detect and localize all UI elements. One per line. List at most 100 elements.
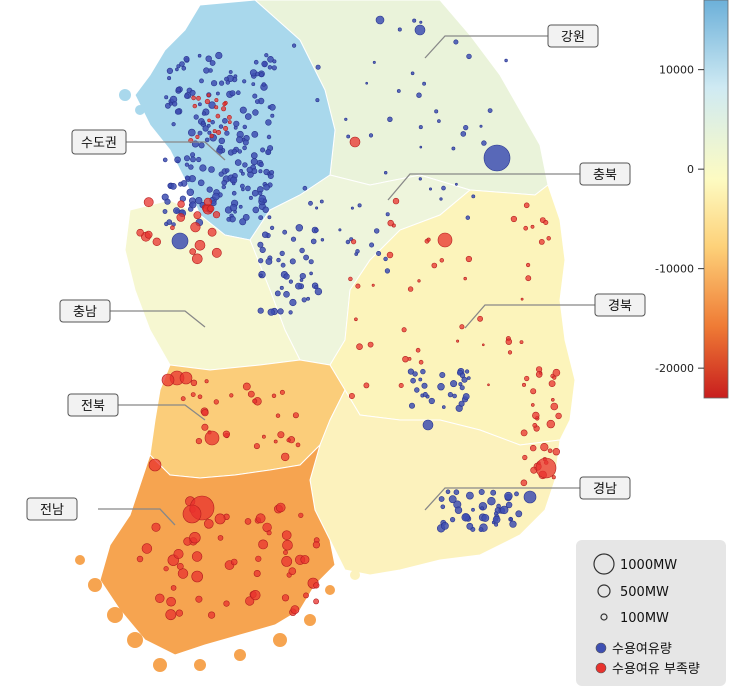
deficit-marker xyxy=(386,251,394,259)
deficit-marker xyxy=(189,248,196,255)
surplus-marker xyxy=(252,206,260,214)
deficit-marker xyxy=(273,439,278,444)
label-chungbuk-text: 충북 xyxy=(593,168,617,183)
surplus-marker xyxy=(481,140,487,146)
surplus-marker xyxy=(202,125,209,132)
deficit-marker xyxy=(177,568,189,579)
surplus-marker xyxy=(460,131,467,137)
deficit-marker xyxy=(201,409,209,417)
surplus-marker xyxy=(441,185,446,191)
surplus-marker xyxy=(229,203,238,212)
surplus-marker xyxy=(197,53,202,58)
deficit-marker xyxy=(282,539,293,551)
surplus-marker xyxy=(421,382,428,389)
legend-size-500-icon xyxy=(597,584,611,598)
surplus-marker xyxy=(204,137,210,143)
surplus-marker xyxy=(509,517,514,522)
label-chungnam: 충남 xyxy=(59,299,111,323)
surplus-marker xyxy=(487,108,493,113)
surplus-marker xyxy=(319,199,324,204)
legend-size-1000-icon xyxy=(593,553,615,575)
deficit-marker xyxy=(195,595,203,603)
surplus-marker xyxy=(419,145,423,149)
island xyxy=(127,632,143,648)
surplus-marker xyxy=(463,124,469,131)
surplus-marker xyxy=(450,516,456,523)
colorbar-gradient xyxy=(703,0,729,399)
surplus-marker xyxy=(258,169,263,174)
legend-deficit-icon xyxy=(595,662,607,674)
surplus-marker xyxy=(428,397,435,405)
surplus-marker xyxy=(397,27,402,32)
surplus-marker xyxy=(306,296,311,301)
legend-deficit-label: 수용여유 부족량 xyxy=(612,662,700,677)
deficit-marker xyxy=(520,297,524,301)
deficit-marker xyxy=(547,448,553,454)
deficit-marker xyxy=(244,518,252,525)
surplus-marker xyxy=(242,124,248,130)
surplus-marker xyxy=(355,249,360,254)
deficit-marker xyxy=(191,95,196,101)
deficit-marker xyxy=(401,327,407,333)
deficit-marker xyxy=(226,115,232,120)
surplus-marker xyxy=(315,206,319,210)
deficit-marker xyxy=(223,600,230,607)
deficit-marker xyxy=(215,113,221,119)
surplus-marker xyxy=(420,368,426,375)
surplus-marker xyxy=(193,114,199,120)
deficit-marker xyxy=(211,247,222,258)
surplus-marker xyxy=(445,489,451,495)
leader-line-jeonnam xyxy=(98,508,176,526)
surplus-marker xyxy=(315,64,321,70)
surplus-marker xyxy=(314,287,323,296)
surplus-marker xyxy=(269,170,275,175)
surplus-marker xyxy=(365,81,369,85)
surplus-marker xyxy=(257,307,264,314)
surplus-marker xyxy=(233,74,238,79)
surplus-marker xyxy=(412,371,418,377)
deficit-marker xyxy=(242,382,251,391)
surplus-marker xyxy=(267,215,272,220)
label-chungbuk: 충북 xyxy=(579,162,631,186)
surplus-marker xyxy=(277,308,284,315)
label-jeonnam-text: 전남 xyxy=(40,503,64,518)
surplus-marker xyxy=(245,185,251,192)
surplus-marker xyxy=(471,507,475,512)
surplus-marker xyxy=(197,179,205,187)
deficit-marker xyxy=(437,232,453,248)
surplus-marker xyxy=(176,64,181,69)
surplus-marker xyxy=(384,268,391,274)
deficit-marker xyxy=(535,457,557,479)
surplus-marker xyxy=(240,171,245,176)
deficit-marker xyxy=(524,375,530,382)
deficit-marker xyxy=(463,276,467,281)
label-gyeongbuk: 경북 xyxy=(594,293,646,317)
surplus-marker xyxy=(279,285,284,290)
deficit-marker xyxy=(459,324,465,330)
surplus-marker xyxy=(224,168,230,173)
deficit-marker xyxy=(283,550,288,555)
surplus-marker xyxy=(410,71,415,76)
deficit-marker xyxy=(552,375,557,380)
deficit-marker xyxy=(481,343,485,347)
deficit-marker xyxy=(431,262,438,269)
surplus-marker xyxy=(234,159,242,166)
deficit-marker xyxy=(190,392,196,397)
surplus-marker xyxy=(434,109,439,114)
surplus-marker xyxy=(251,152,258,159)
surplus-marker xyxy=(310,238,317,245)
island xyxy=(350,570,360,580)
leader-line-sudogwon xyxy=(125,141,226,161)
surplus-marker xyxy=(184,162,189,167)
surplus-marker xyxy=(422,391,428,397)
surplus-marker xyxy=(171,232,189,250)
deficit-marker xyxy=(548,380,556,387)
surplus-marker xyxy=(224,130,230,136)
surplus-marker xyxy=(166,219,173,225)
deficit-marker xyxy=(505,338,512,345)
surplus-marker xyxy=(198,142,205,149)
deficit-marker xyxy=(351,239,357,245)
surplus-marker xyxy=(515,510,523,518)
surplus-marker xyxy=(368,133,374,138)
deficit-marker xyxy=(190,379,198,386)
